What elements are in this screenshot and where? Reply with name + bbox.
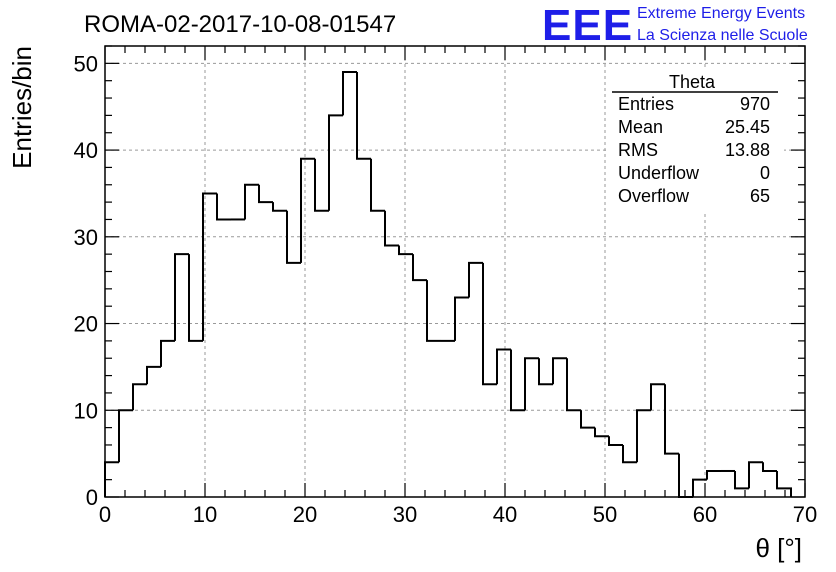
- histogram-bin-37: [622, 444, 637, 464]
- histogram-bin-46: [748, 461, 763, 489]
- logo-line2: La Scienza nelle Scuole: [637, 27, 808, 44]
- histogram-bin-18: [356, 72, 371, 160]
- histogram-bin-47: [762, 462, 777, 472]
- x-tick-label-2: 20: [293, 502, 317, 527]
- histogram-bin-39: [650, 383, 665, 411]
- histogram-bin-11: [258, 184, 273, 204]
- y-tick-label-5: 50: [74, 51, 98, 76]
- stats-label-entries: Entries: [618, 94, 674, 114]
- stats-value-entries: 970: [740, 94, 770, 114]
- histogram-bin-41: [678, 453, 693, 498]
- histogram-bin-27: [482, 262, 497, 386]
- logo-mark: EEE: [542, 1, 633, 50]
- histogram-bin-3: [146, 365, 161, 385]
- y-tick-labels: 0 10 20 30 40 50: [74, 51, 98, 510]
- stats-value-rms: 13.88: [725, 140, 770, 160]
- histogram-bin-1: [118, 409, 133, 463]
- histogram-bin-29: [510, 349, 525, 412]
- x-tick-label-6: 60: [693, 502, 717, 527]
- histogram-bin-30: [524, 357, 539, 411]
- x-tick-label-0: 0: [99, 502, 111, 527]
- histogram-bin-17: [342, 71, 357, 116]
- stats-value-underflow: 0: [760, 163, 770, 183]
- histogram-bin-6: [188, 254, 203, 342]
- histogram-bin-32: [552, 357, 567, 385]
- chart-title: ROMA-02-2017-10-08-01547: [84, 11, 396, 38]
- x-tick-label-4: 40: [493, 502, 517, 527]
- histogram-bin-14: [300, 157, 315, 263]
- x-tick-label-7: 70: [793, 502, 817, 527]
- histogram-bin-33: [566, 358, 581, 412]
- stats-value-overflow: 65: [750, 186, 770, 206]
- x-tick-label-5: 50: [593, 502, 617, 527]
- histogram-bin-12: [272, 202, 287, 212]
- histogram-bin-7: [202, 192, 217, 341]
- histogram-bin-34: [580, 410, 595, 429]
- stats-label-rms: RMS: [618, 140, 658, 160]
- histogram-bin-21: [398, 245, 413, 256]
- stats-rows: Entries 970 Mean 25.45 RMS 13.88 Underflow 0 Ove…: [618, 94, 770, 206]
- stats-value-mean: 25.45: [725, 117, 770, 137]
- histogram-bin-5: [174, 253, 189, 341]
- histogram-series: [104, 71, 792, 498]
- histogram-bin-31: [538, 358, 553, 386]
- histogram-bin-26: [468, 261, 483, 298]
- stats-label-underflow: Underflow: [618, 163, 700, 183]
- x-tick-label-3: 30: [393, 502, 417, 527]
- histogram-bin-40: [664, 384, 679, 455]
- histogram-bin-36: [608, 436, 623, 446]
- histogram-bin-35: [594, 427, 609, 438]
- histogram-bin-25: [454, 296, 469, 341]
- x-axis-label: θ [°]: [755, 533, 802, 563]
- stats-box: Theta Entries 970 Mean 25.45 RMS 13.88 Underfl…: [608, 70, 784, 214]
- histogram-bin-43: [706, 469, 721, 480]
- histogram-bin-8: [216, 193, 231, 221]
- histogram-bin-22: [412, 254, 427, 282]
- histogram-bin-20: [384, 210, 399, 247]
- logo-line1: Extreme Energy Events: [637, 5, 805, 22]
- eee-logo: EEE Extreme Energy Events La Scienza nel…: [542, 1, 808, 50]
- stats-title: Theta: [669, 72, 716, 92]
- x-tick-label-1: 10: [193, 502, 217, 527]
- histogram-bin-23: [426, 280, 441, 342]
- histogram-bin-2: [132, 383, 147, 411]
- histogram-bin-42: [692, 478, 707, 497]
- y-tick-label-0: 0: [86, 485, 98, 510]
- histogram-bin-45: [734, 470, 749, 490]
- axes: [104, 45, 806, 498]
- histogram-bin-38: [636, 409, 651, 463]
- histogram-bin-16: [328, 114, 343, 211]
- y-tick-label-4: 40: [74, 138, 98, 163]
- stats-label-mean: Mean: [618, 117, 663, 137]
- histogram-bin-13: [286, 210, 301, 264]
- histogram-bin-15: [314, 158, 329, 212]
- histogram-bin-10: [244, 183, 259, 220]
- y-tick-label-3: 30: [74, 225, 98, 250]
- y-tick-label-1: 10: [74, 398, 98, 423]
- histogram-bin-28: [496, 348, 511, 385]
- histogram-bin-48: [776, 470, 792, 497]
- y-axis-label: Entries/bin: [7, 46, 37, 169]
- histogram-bin-19: [370, 158, 385, 212]
- stats-label-overflow: Overflow: [618, 186, 690, 206]
- x-tick-labels: 0 10 20 30 40 50 60 70: [99, 502, 817, 527]
- histogram-bin-4: [160, 339, 175, 367]
- y-tick-label-2: 20: [74, 312, 98, 337]
